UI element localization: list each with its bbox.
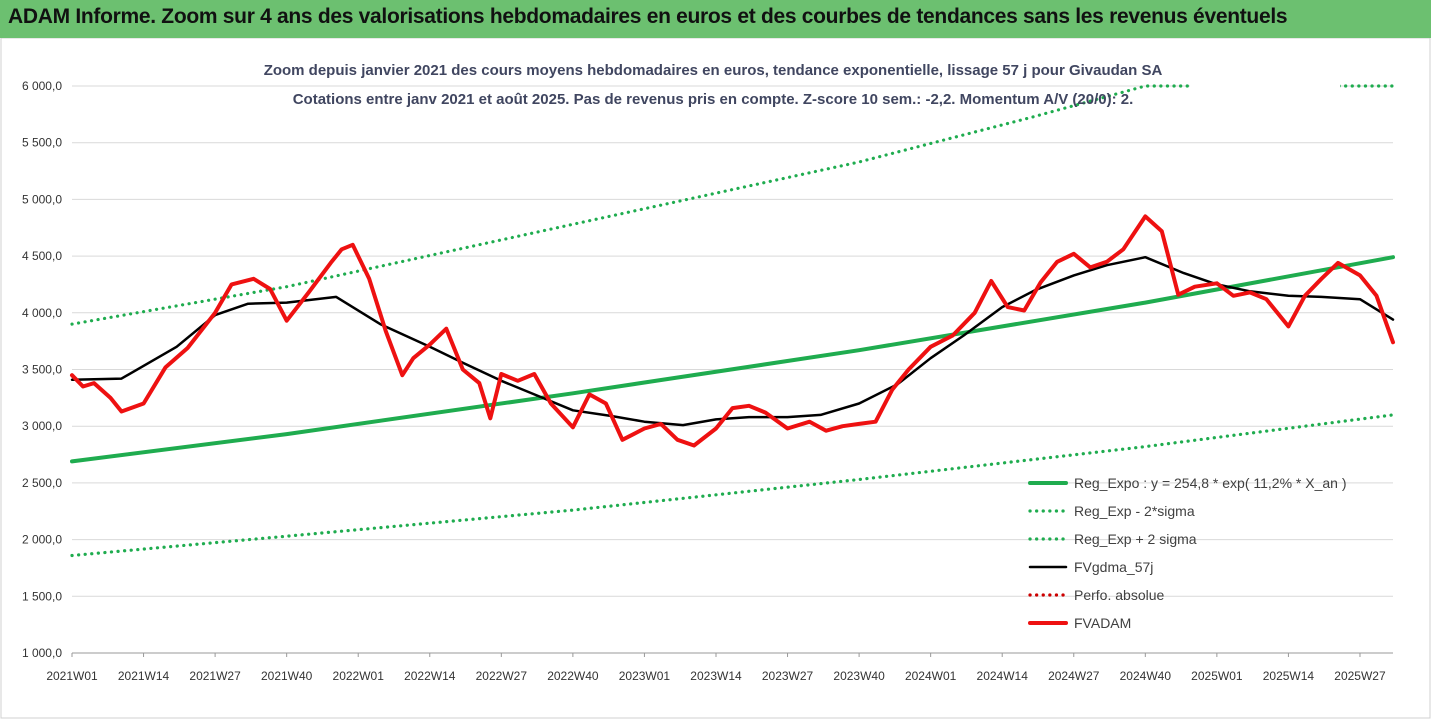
y-tick-label: 4 000,0	[22, 306, 62, 320]
x-tick-label: 2024W27	[1048, 669, 1100, 683]
series-lines	[70, 84, 1395, 558]
y-tick-label: 1 000,0	[22, 646, 62, 660]
y-tick-label: 2 500,0	[22, 476, 62, 490]
report-banner: ADAM Informe. Zoom sur 4 ans des valoris…	[0, 0, 1431, 38]
x-tick-label: 2024W01	[905, 669, 957, 683]
x-tick-label: 2025W01	[1191, 669, 1243, 683]
x-tick-label: 2023W27	[762, 669, 814, 683]
legend-label: Reg_Exp - 2*sigma	[1074, 503, 1195, 519]
series-line	[70, 84, 1395, 326]
title-mask	[1190, 78, 1340, 94]
y-tick-label: 2 000,0	[22, 533, 62, 547]
x-tick-label: 2022W40	[547, 669, 599, 683]
y-tick-label: 1 500,0	[22, 589, 62, 603]
chart-title: Zoom depuis janvier 2021 des cours moyen…	[264, 62, 1163, 79]
x-tick-label: 2024W14	[977, 669, 1029, 683]
y-tick-label: 5 500,0	[22, 136, 62, 150]
x-tick-label: 2025W27	[1334, 669, 1386, 683]
legend-label: FVADAM	[1074, 615, 1131, 631]
series-line	[70, 214, 1395, 448]
x-tick-label: 2023W40	[833, 669, 885, 683]
x-tick-label: 2023W01	[619, 669, 671, 683]
y-tick-label: 6 000,0	[22, 79, 62, 93]
valuation-chart: Zoom depuis janvier 2021 des cours moyen…	[0, 38, 1431, 719]
x-tick-label: 2023W14	[690, 669, 742, 683]
legend-label: FVgdma_57j	[1074, 559, 1153, 575]
x-tick-label: 2021W14	[118, 669, 170, 683]
x-tick-label: 2022W01	[333, 669, 385, 683]
legend-label: Reg_Expo : y = 254,8 * exp( 11,2% * X_an…	[1074, 475, 1347, 491]
x-tick-label: 2025W14	[1263, 669, 1315, 683]
x-axis-ticks: 2021W01 2021W14 2021W27 2021W40 2022W01 2022W…	[46, 653, 1386, 683]
x-tick-label: 2021W27	[189, 669, 241, 683]
y-tick-label: 3 000,0	[22, 419, 62, 433]
series-line	[70, 413, 1395, 558]
chart-subtitle: Cotations entre janv 2021 et août 2025. …	[293, 91, 1134, 108]
x-tick-label: 2022W14	[404, 669, 456, 683]
y-tick-label: 4 500,0	[22, 249, 62, 263]
x-tick-label: 2024W40	[1120, 669, 1172, 683]
series-line	[70, 255, 1395, 464]
report-title: ADAM Informe. Zoom sur 4 ans des valoris…	[8, 5, 1288, 28]
chart-frame	[0, 38, 1431, 719]
x-tick-label: 2021W40	[261, 669, 313, 683]
chart-legend: Reg_Expo : y = 254,8 * exp( 11,2% * X_an…	[1028, 475, 1347, 631]
y-axis-ticks: 6 000,0 5 500,0 5 000,0 4 500,0 4 000,0 3 500…	[22, 79, 62, 660]
legend-label: Perfo. absolue	[1074, 587, 1164, 603]
x-tick-label: 2021W01	[46, 669, 98, 683]
legend-label: Reg_Exp + 2 sigma	[1074, 531, 1197, 547]
y-tick-label: 5 000,0	[22, 192, 62, 206]
y-tick-label: 3 500,0	[22, 363, 62, 377]
series-line	[70, 255, 1395, 427]
x-tick-label: 2022W27	[476, 669, 528, 683]
